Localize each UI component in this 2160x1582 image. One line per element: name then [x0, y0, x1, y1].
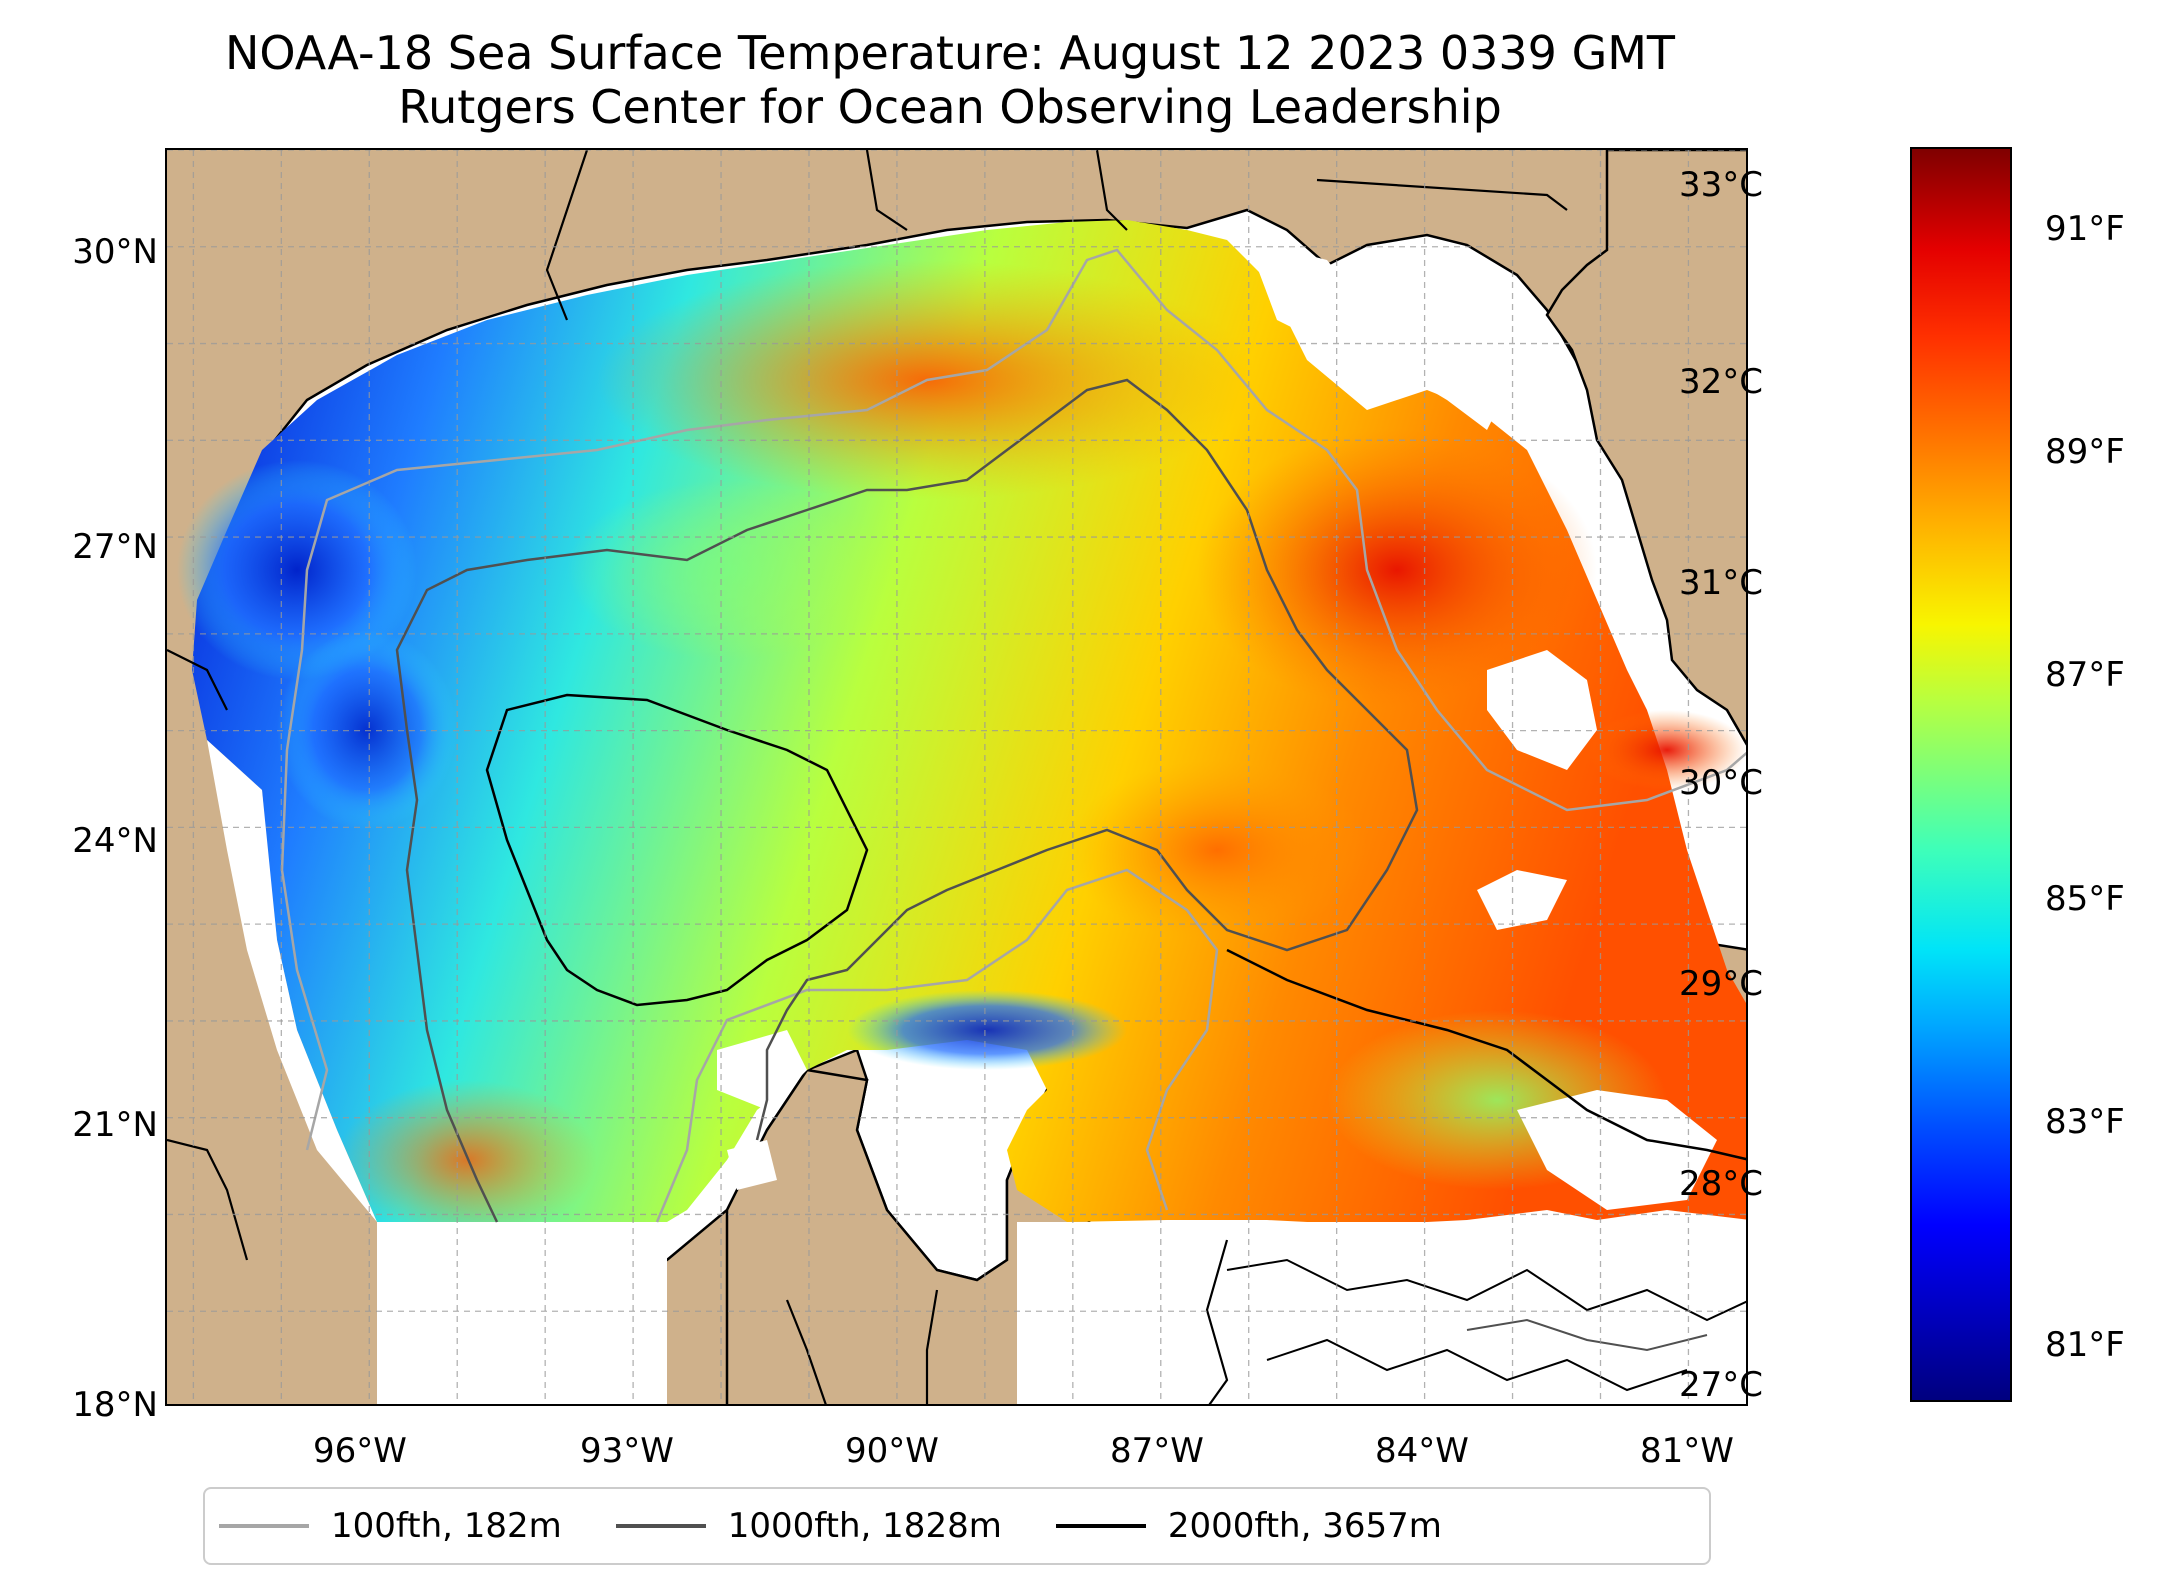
temperature-colorbar	[1910, 147, 2012, 1402]
contour-100fth	[280, 248, 1746, 1151]
hot-northeast-patch	[1197, 430, 1597, 710]
colorbar-fahrenheit-label: 87°F	[2045, 655, 2125, 695]
cloud-gap-shelf	[1477, 870, 1567, 930]
contour-2000fth-sigsbee	[485, 693, 869, 1007]
colorbar-celsius-label: 32°C	[1678, 362, 1763, 402]
colorbar-fahrenheit-label: 89°F	[2045, 432, 2125, 472]
lon-tick-label: 93°W	[580, 1431, 674, 1471]
cool-yucatan-patch	[847, 990, 1127, 1070]
contour-100fth-south	[655, 868, 1219, 1223]
legend-item-1000fth: 1000fth, 1828m	[615, 1506, 1002, 1546]
cool-west-patch	[177, 460, 417, 680]
cloud-gap-straits	[1517, 1090, 1717, 1210]
lon-tick-label: 87°W	[1110, 1431, 1204, 1471]
cloud-gap-campeche-2	[727, 1140, 777, 1190]
colorbar-celsius-label: 27°C	[1678, 1365, 1763, 1405]
sst-map	[165, 148, 1748, 1406]
cloud-gap-bigbend	[1247, 240, 1507, 430]
legend-label-1000fth: 1000fth, 1828m	[727, 1506, 1002, 1546]
cloud-gap-campeche	[717, 1030, 807, 1110]
lon-tick-label: 90°W	[845, 1431, 939, 1471]
lon-tick-label: 81°W	[1640, 1431, 1734, 1471]
warm-southwest-patch	[337, 1080, 597, 1240]
contour-2000fth-north	[1226, 948, 1746, 1161]
chart-title: NOAA-18 Sea Surface Temperature: August …	[224, 26, 1675, 80]
border-lines	[167, 150, 1568, 1404]
colorbar-fahrenheit-label: 91°F	[2045, 209, 2125, 249]
green-mid-patch	[567, 480, 887, 660]
lon-tick-label: 84°W	[1375, 1431, 1469, 1471]
hot-southeast-patch	[1587, 710, 1746, 790]
lat-tick-label: 27°N	[72, 527, 158, 567]
cloud-gap-southeast	[1487, 650, 1597, 770]
contour-1000fth-west	[405, 729, 499, 1223]
contour-2000fth-south	[1226, 1258, 1746, 1322]
lat-tick-label: 30°N	[72, 232, 158, 272]
colorbar-celsius-label: 28°C	[1678, 1164, 1763, 1204]
contour-2000fth-south-2	[1266, 1338, 1688, 1392]
legend-item-2000fth: 2000fth, 3657m	[1055, 1506, 1442, 1546]
map-gridlines	[167, 150, 1746, 1404]
colorbar-celsius-label: 29°C	[1678, 964, 1763, 1004]
south-nodata-band-2	[1017, 1222, 1746, 1404]
lat-tick-label: 24°N	[72, 821, 158, 861]
chart-subtitle: Rutgers Center for Ocean Observing Leade…	[398, 80, 1502, 134]
legend-label-2000fth: 2000fth, 3657m	[1167, 1506, 1442, 1546]
colorbar-fahrenheit-label: 81°F	[2045, 1325, 2125, 1365]
bathymetry-legend: 100fth, 182m 1000fth, 1828m 2000fth, 365…	[203, 1487, 1711, 1565]
lat-tick-label: 21°N	[72, 1105, 158, 1145]
south-nodata-band	[377, 1222, 667, 1404]
western-nodata-wedge	[207, 740, 377, 1222]
warm-central-patch	[1067, 760, 1367, 940]
legend-line-100fth	[219, 1524, 309, 1528]
legend-line-2000fth	[1055, 1524, 1146, 1528]
contour-1000fth	[395, 378, 1419, 1141]
legend-line-1000fth	[615, 1524, 706, 1528]
legend-item-100fth: 100fth, 182m	[219, 1506, 562, 1546]
legend-label-100fth: 100fth, 182m	[331, 1506, 562, 1546]
contour-cayman	[1466, 1318, 1708, 1352]
colorbar-celsius-label: 33°C	[1678, 165, 1763, 205]
colorbar-celsius-label: 30°C	[1678, 763, 1763, 803]
lon-tick-label: 96°W	[313, 1431, 407, 1471]
lat-tick-label: 18°N	[72, 1385, 158, 1425]
colorbar-celsius-label: 31°C	[1678, 563, 1763, 603]
colorbar-fahrenheit-label: 83°F	[2045, 1102, 2125, 1142]
florida-land	[1545, 150, 1746, 746]
colorbar-fahrenheit-label: 85°F	[2045, 879, 2125, 919]
